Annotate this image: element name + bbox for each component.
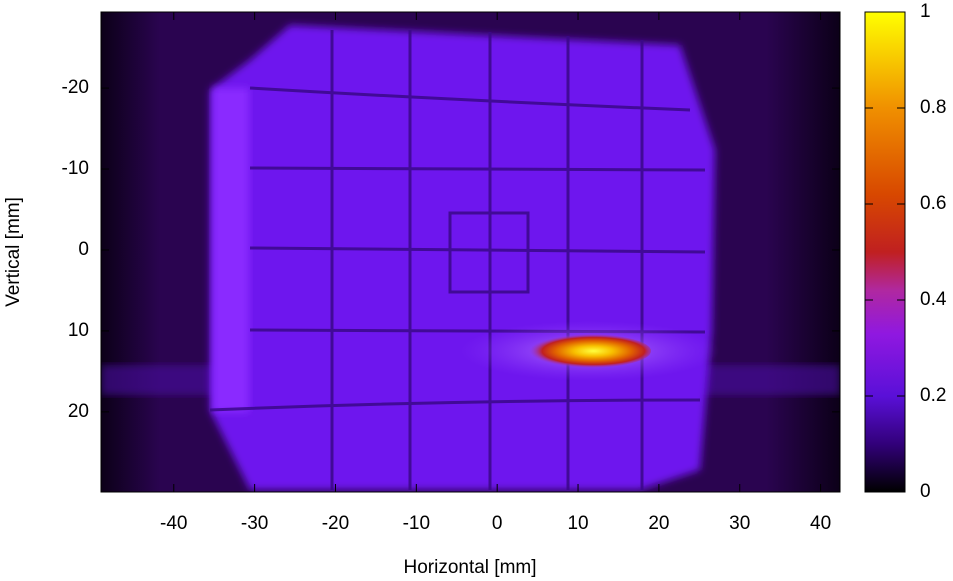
colorbar-tick-label: 0.2 [920,385,946,406]
y-tick-label: 10 [68,320,89,341]
y-tick-label: -20 [62,77,89,98]
x-axis-label: Horizontal [mm] [403,557,536,578]
y-tick-label: 20 [68,401,89,422]
beam-spot [523,334,651,368]
target-card [210,25,715,490]
heatmap-image [101,12,840,492]
y-tick-label: 0 [78,239,89,260]
x-tick-label: -40 [160,513,187,534]
card-strip [213,88,249,412]
x-tick-label: 40 [810,513,831,534]
colorbar-tick-label: 0 [920,481,931,502]
y-tick-label: -10 [62,158,89,179]
plot-frame [100,11,841,493]
x-tick-label: 10 [567,513,588,534]
x-tick-label: -10 [403,513,430,534]
x-tick-label: 20 [648,513,669,534]
colorbar-tick-label: 0.8 [920,97,946,118]
colorbar [864,11,906,493]
x-tick-label: -20 [322,513,349,534]
x-tick-label: 0 [492,513,503,534]
y-axis-label: Vertical [mm] [3,197,24,307]
colorbar-tick-label: 1 [920,1,931,22]
card-grid [209,30,706,490]
colorbar-tick-label: 0.6 [920,193,946,214]
x-tick-label: -30 [241,513,268,534]
x-tick-label: 30 [729,513,750,534]
colorbar-tick-label: 0.4 [920,289,947,310]
